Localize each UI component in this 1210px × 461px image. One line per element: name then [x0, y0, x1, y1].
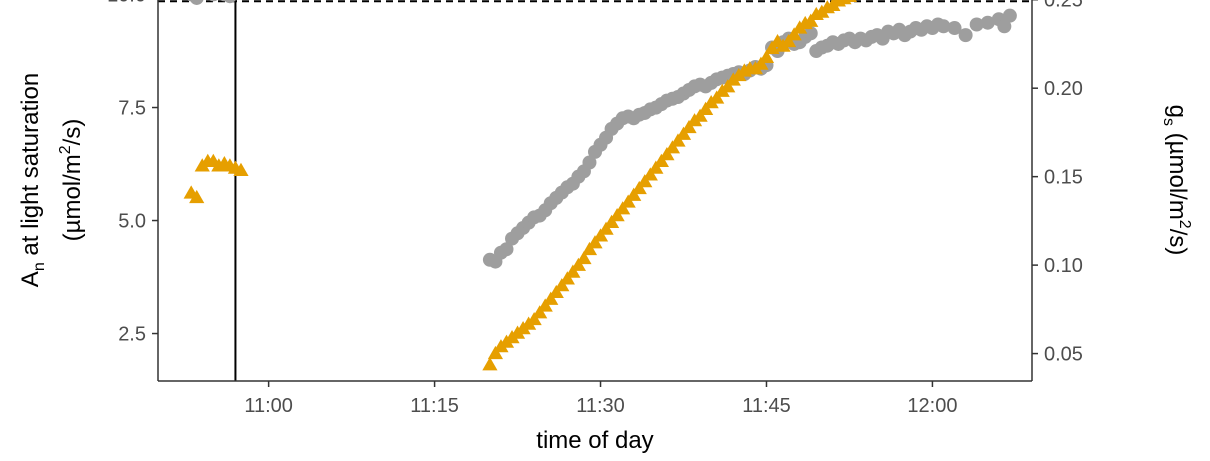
y-left-axis-title: An at light saturation	[17, 73, 48, 287]
data-point-triangle	[548, 284, 564, 299]
data-point-triangle	[603, 214, 620, 228]
data-point-circle	[582, 155, 597, 170]
data-point-circle	[947, 21, 962, 36]
data-point-triangle	[841, 0, 858, 2]
data-point-triangle	[233, 162, 249, 177]
data-point-triangle	[631, 180, 647, 195]
data-point-triangle	[692, 108, 708, 122]
data-point-triangle	[615, 201, 631, 215]
x-tick-label: 11:15	[410, 395, 459, 417]
y-left-axis-unit: (µmol/m2/s)	[57, 119, 86, 242]
data-point-triangle	[659, 146, 675, 161]
y-left-tick-label: 2.5	[118, 324, 146, 346]
axes: 11:00 11:15 11:30 11:45 12:00 2.5 5.0 7.5 10.0 0.…	[107, 0, 1083, 417]
data-point-triangle	[189, 189, 205, 204]
data-point-triangle	[753, 56, 769, 70]
x-tick-label: 11:00	[244, 395, 293, 417]
y-left-title-main: A	[17, 271, 44, 287]
data-point-circle	[1002, 8, 1017, 23]
y-left-tick-label: 7.5	[118, 98, 146, 120]
x-tick-label: 12:00	[907, 395, 957, 417]
y-right-tick-label: 0.10	[1044, 255, 1083, 277]
y-right-title-sub: s	[1160, 118, 1177, 126]
plot-frame	[157, 0, 1033, 382]
data-point-triangle	[781, 33, 797, 48]
reference-lines	[158, 0, 1032, 381]
data-point-triangle	[559, 271, 575, 285]
data-point-triangle	[598, 221, 614, 235]
data-point-triangle	[764, 40, 780, 54]
y-left-title-rest: at light saturation	[17, 73, 44, 262]
data-point-circle	[969, 17, 984, 32]
data-point-triangle	[709, 90, 725, 104]
y-right-tick-label: 0.20	[1044, 78, 1083, 100]
data-point-triangle	[637, 174, 653, 188]
y-left-tick-label: 5.0	[118, 211, 146, 233]
y-right-title-main: g	[1164, 105, 1191, 118]
y-left-unit-rest: /s)	[59, 119, 86, 146]
y-left-unit-sup: 2	[57, 145, 74, 154]
data-point-circle	[803, 26, 818, 41]
data-point-triangle	[664, 140, 681, 154]
y-right-tick-label: 0.25	[1044, 0, 1083, 12]
data-point-circle	[209, 0, 218, 2]
y-right-title-unit: (µmol/m	[1164, 126, 1191, 220]
data-point-triangle	[581, 241, 598, 256]
y-left-tick-label: 10.0	[107, 0, 146, 7]
data-point-circle	[980, 15, 995, 30]
data-point-triangle	[698, 101, 714, 115]
data-point-triangle	[576, 250, 592, 265]
data-point-triangle	[587, 235, 603, 249]
y-right-title-rest: /s)	[1164, 229, 1191, 256]
data-point-triangle	[543, 291, 559, 305]
y-left-title-sub: n	[31, 262, 48, 271]
data-point-triangle	[653, 153, 669, 167]
data-point-triangle	[626, 187, 642, 201]
data-point-triangle	[803, 13, 819, 27]
data-point-triangle	[609, 208, 625, 222]
data-point-triangle	[570, 257, 587, 271]
data-point-triangle	[648, 160, 664, 174]
x-tick-label: 11:45	[742, 395, 791, 417]
data-point-circle	[224, 0, 236, 4]
plot-area	[158, 0, 1032, 381]
x-tick-label: 11:30	[576, 395, 625, 417]
data-point-triangle	[482, 357, 498, 371]
data-point-circle	[190, 0, 204, 5]
y-right-title-sup: 2	[1176, 220, 1193, 229]
data-point-triangle	[675, 126, 692, 140]
y-left-unit-main: (µmol/m	[59, 154, 86, 241]
y-right-tick-label: 0.15	[1044, 167, 1083, 189]
data-point-triangle	[670, 133, 686, 147]
data-point-triangle	[554, 278, 570, 292]
data-point-triangle	[620, 194, 636, 208]
data-point-triangle	[758, 49, 775, 64]
data-point-triangle	[487, 345, 504, 360]
data-point-triangle	[526, 311, 542, 326]
data-point-circle	[958, 28, 973, 43]
data-point-triangle	[537, 298, 553, 312]
data-point-circle	[499, 242, 514, 257]
data-point-triangle	[642, 167, 658, 181]
x-axis-title: time of day	[536, 427, 653, 454]
data-points	[183, 0, 1017, 371]
data-point-triangle	[786, 27, 802, 41]
data-point-circle	[936, 19, 951, 34]
data-point-triangle	[565, 264, 581, 278]
y-right-tick-label: 0.05	[1044, 344, 1083, 366]
data-point-circle	[997, 19, 1012, 34]
data-point-triangle	[720, 79, 736, 93]
y-right-axis-title: gs (µmol/m2/s)	[1160, 105, 1193, 256]
data-point-triangle	[592, 228, 609, 242]
data-point-triangle	[681, 119, 697, 134]
data-point-triangle	[532, 305, 548, 319]
